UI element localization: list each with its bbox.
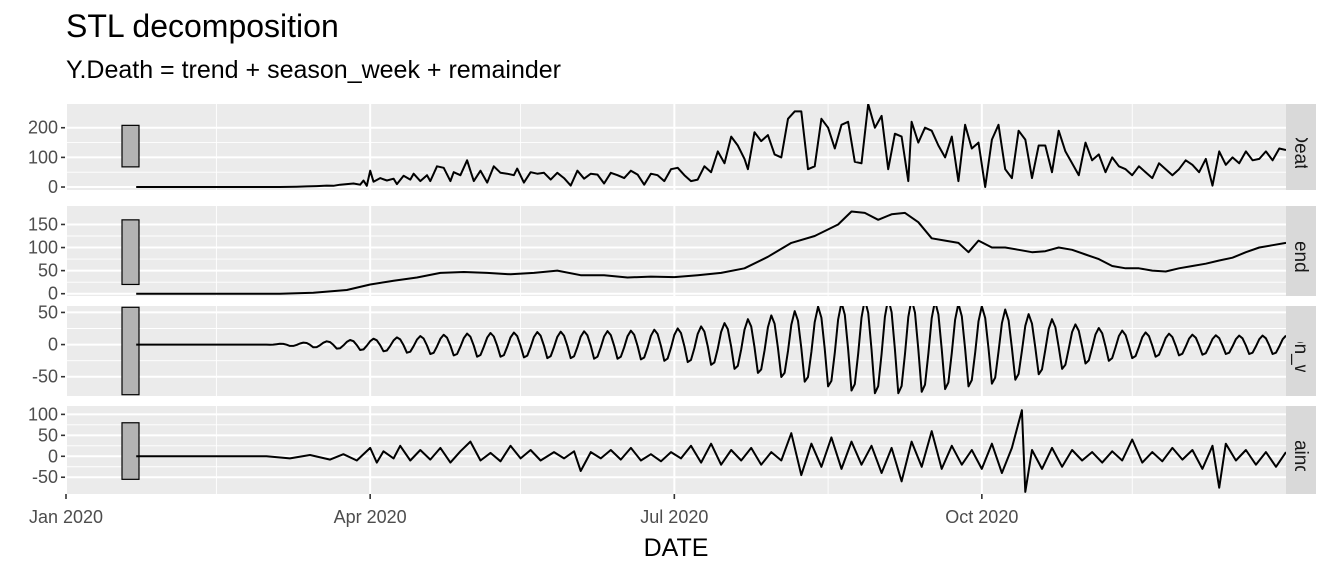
panel-background (66, 406, 1286, 494)
y-tick-label: 50 (38, 261, 58, 281)
x-axis-title: DATE (644, 534, 709, 562)
y-tick-label: -50 (32, 467, 58, 487)
strip-background (1286, 306, 1316, 396)
panel-Y.Death: 0 100 200 Y.Death (28, 104, 1316, 197)
y-tick-label: 50 (38, 425, 58, 445)
panel-trend: 0 50 100 150 trend (28, 206, 1316, 304)
y-tick-label: 0 (48, 177, 58, 197)
x-axis: Jan 2020 Apr 2020 Jul 2020 Oct 2020 (29, 494, 1018, 527)
strip-label: season_week (1290, 293, 1311, 410)
x-tick-label: Oct 2020 (945, 507, 1018, 527)
strip-background (1286, 104, 1316, 190)
y-tick-label: 150 (28, 214, 58, 234)
y-tick-label: 0 (48, 335, 58, 355)
y-tick-label: 100 (28, 238, 58, 258)
facet-strip-remainder: remainder (1286, 406, 1316, 494)
y-tick-label: 0 (48, 284, 58, 304)
y-tick-label: 0 (48, 446, 58, 466)
panel-background (66, 104, 1286, 190)
chart-subtitle: Y.Death = trend + season_week + remainde… (66, 56, 561, 84)
x-tick-label: Apr 2020 (334, 507, 407, 527)
series-line-trend (136, 210, 1286, 295)
series-line-remainder (136, 409, 1286, 493)
scale-bar (121, 422, 140, 480)
strip-label: remainder (1290, 407, 1311, 493)
facet-strip-season_week: season_week (1286, 293, 1316, 410)
x-tick-label: Jul 2020 (640, 507, 708, 527)
y-tick-label: -50 (32, 367, 58, 387)
y-tick-label: 200 (28, 118, 58, 138)
x-tick-label: Jan 2020 (29, 507, 103, 527)
strip-label: Y.Death (1290, 114, 1311, 180)
scale-bar (121, 306, 140, 396)
series-line-season_week (136, 306, 1286, 395)
strip-background (1286, 206, 1316, 296)
y-tick-label: 50 (38, 302, 58, 322)
scale-bar (121, 124, 140, 168)
y-tick-label: 100 (28, 404, 58, 424)
series-line-Y.Death (136, 104, 1286, 188)
panel-season_week: -50 0 50 season_week (32, 293, 1316, 410)
panel-background (66, 206, 1286, 296)
strip-label: trend (1290, 229, 1311, 272)
facet-strip-trend: trend (1286, 206, 1316, 296)
chart-title: STL decomposition (66, 8, 339, 44)
strip-background (1286, 406, 1316, 494)
scale-bar (121, 219, 140, 286)
y-tick-label: 100 (28, 147, 58, 167)
panel-background (66, 306, 1286, 396)
facet-strip-Y.Death: Y.Death (1286, 104, 1316, 190)
